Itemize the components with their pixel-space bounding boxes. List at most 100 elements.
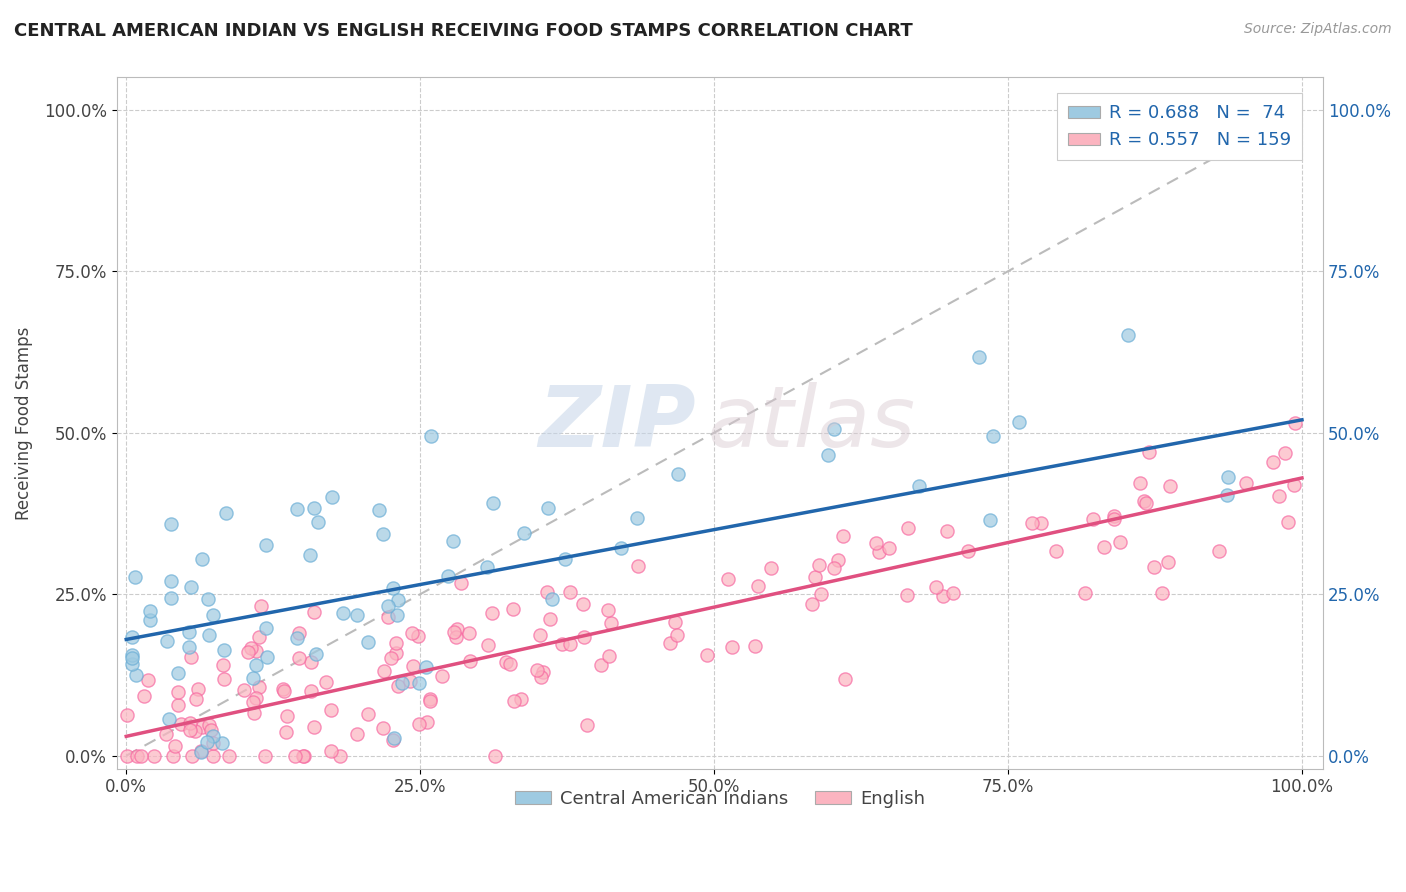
Point — [807, 558, 830, 573]
Point — [287, 650, 309, 665]
Point — [201, 736, 224, 750]
Point — [288, 626, 311, 640]
Point — [935, 524, 957, 538]
Point — [129, 748, 152, 763]
Point — [560, 637, 582, 651]
Point — [600, 616, 623, 631]
Point — [187, 681, 209, 696]
Point — [329, 748, 352, 763]
Point — [696, 648, 718, 663]
Point — [307, 515, 329, 529]
Point — [540, 592, 562, 607]
Point — [610, 541, 633, 555]
Point — [276, 708, 298, 723]
Point — [419, 693, 441, 707]
Point — [1102, 512, 1125, 526]
Point — [387, 679, 409, 693]
Text: Source: ZipAtlas.com: Source: ZipAtlas.com — [1244, 22, 1392, 37]
Point — [166, 684, 188, 698]
Point — [200, 723, 222, 737]
Point — [180, 650, 202, 665]
Point — [160, 574, 183, 589]
Point — [377, 610, 399, 624]
Legend: Central American Indians, English: Central American Indians, English — [508, 782, 932, 815]
Point — [538, 612, 561, 626]
Point — [212, 672, 235, 686]
Point — [596, 603, 619, 617]
Point — [382, 731, 405, 745]
Point — [1081, 512, 1104, 526]
Point — [1029, 516, 1052, 531]
Point — [571, 597, 593, 611]
Text: atlas: atlas — [709, 382, 915, 465]
Point — [537, 500, 560, 515]
Point — [1021, 516, 1043, 531]
Point — [572, 630, 595, 644]
Point — [896, 588, 918, 602]
Point — [401, 626, 423, 640]
Point — [1152, 585, 1174, 599]
Point — [212, 643, 235, 657]
Point — [513, 526, 536, 541]
Point — [180, 748, 202, 763]
Point — [477, 638, 499, 652]
Point — [1007, 415, 1029, 429]
Point — [170, 716, 193, 731]
Point — [1133, 493, 1156, 508]
Point — [1092, 540, 1115, 554]
Point — [253, 748, 276, 763]
Point — [415, 660, 437, 674]
Point — [477, 560, 499, 574]
Point — [321, 490, 343, 504]
Point — [254, 621, 277, 635]
Point — [373, 664, 395, 678]
Point — [315, 674, 337, 689]
Point — [274, 725, 297, 739]
Point — [536, 585, 558, 599]
Point — [167, 666, 190, 681]
Point — [450, 576, 472, 591]
Point — [121, 657, 143, 671]
Point — [1234, 475, 1257, 490]
Point — [1159, 479, 1181, 493]
Point — [256, 650, 278, 665]
Point — [179, 715, 201, 730]
Point — [659, 636, 682, 650]
Point — [233, 682, 256, 697]
Point — [1074, 586, 1097, 600]
Point — [357, 635, 380, 649]
Point — [1284, 416, 1306, 430]
Point — [197, 591, 219, 606]
Point — [298, 549, 321, 563]
Point — [385, 646, 408, 660]
Point — [1208, 544, 1230, 558]
Point — [284, 748, 307, 763]
Point — [299, 683, 322, 698]
Point — [304, 720, 326, 734]
Point — [384, 636, 406, 650]
Point — [1116, 328, 1139, 343]
Point — [1109, 535, 1132, 549]
Point — [179, 723, 201, 737]
Point — [481, 607, 503, 621]
Point — [399, 673, 422, 688]
Point — [744, 639, 766, 653]
Point — [239, 641, 262, 656]
Point — [287, 502, 309, 516]
Point — [530, 670, 553, 684]
Point — [924, 580, 946, 594]
Point — [823, 421, 845, 435]
Point — [302, 605, 325, 619]
Point — [443, 534, 465, 549]
Point — [1218, 470, 1240, 484]
Point — [747, 579, 769, 593]
Point — [481, 496, 503, 510]
Point — [391, 676, 413, 690]
Point — [190, 746, 212, 760]
Text: ZIP: ZIP — [538, 382, 696, 465]
Point — [115, 748, 138, 763]
Point — [408, 717, 430, 731]
Point — [127, 748, 149, 763]
Point — [292, 748, 315, 763]
Point — [242, 695, 264, 709]
